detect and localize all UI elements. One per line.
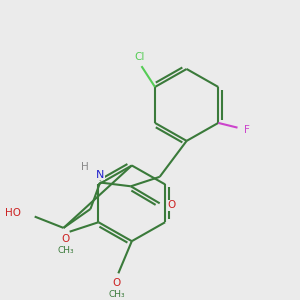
Text: N: N	[96, 170, 104, 180]
Text: O: O	[62, 234, 70, 244]
Text: O: O	[112, 278, 121, 288]
Text: CH₃: CH₃	[108, 290, 125, 298]
Text: F: F	[244, 124, 250, 134]
Text: CH₃: CH₃	[58, 246, 74, 255]
Text: Cl: Cl	[134, 52, 145, 62]
Text: HO: HO	[5, 208, 21, 218]
Text: H: H	[81, 162, 88, 172]
Text: O: O	[167, 200, 176, 210]
